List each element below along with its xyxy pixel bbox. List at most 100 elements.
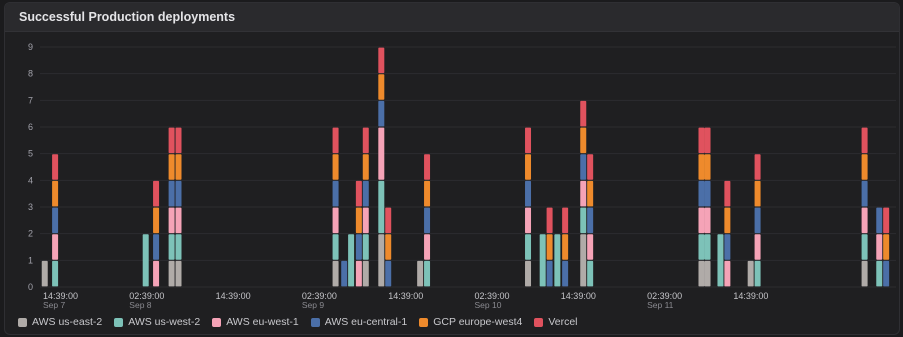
bar-segment[interactable] <box>153 234 160 260</box>
bar-segment[interactable] <box>378 234 385 287</box>
bar-segment[interactable] <box>580 100 587 127</box>
bar-segment[interactable] <box>175 234 182 260</box>
bar-segment[interactable] <box>861 207 868 234</box>
bar-segment[interactable] <box>332 207 339 234</box>
bar-segment[interactable] <box>362 207 369 234</box>
bar-segment[interactable] <box>861 154 868 180</box>
bar-segment[interactable] <box>378 47 385 74</box>
bar-segment[interactable] <box>168 207 175 234</box>
bar-segment[interactable] <box>424 207 431 234</box>
bar-segment[interactable] <box>546 260 553 287</box>
bar-segment[interactable] <box>362 234 369 260</box>
legend-item[interactable]: Vercel <box>534 316 578 328</box>
bar-segment[interactable] <box>332 234 339 260</box>
bar-segment[interactable] <box>52 180 59 207</box>
legend-item[interactable]: AWS eu-central-1 <box>310 316 407 328</box>
bar-segment[interactable] <box>698 154 705 180</box>
bar-segment[interactable] <box>861 260 868 287</box>
bar-segment[interactable] <box>175 154 182 180</box>
bar-segment[interactable] <box>525 154 532 180</box>
bar-segment[interactable] <box>754 260 761 287</box>
bar-segment[interactable] <box>698 260 705 287</box>
bar-segment[interactable] <box>332 260 339 287</box>
bar-segment[interactable] <box>580 207 587 234</box>
bar-segment[interactable] <box>378 74 385 100</box>
bar-segment[interactable] <box>704 180 711 207</box>
bar-segment[interactable] <box>525 260 532 287</box>
bar-segment[interactable] <box>876 260 883 287</box>
bar-segment[interactable] <box>554 234 561 287</box>
bar-segment[interactable] <box>562 207 569 234</box>
bar-segment[interactable] <box>378 100 385 127</box>
bar-segment[interactable] <box>168 154 175 180</box>
bar-segment[interactable] <box>562 234 569 260</box>
bar-segment[interactable] <box>587 207 594 234</box>
bar-segment[interactable] <box>41 260 48 287</box>
bar-segment[interactable] <box>704 234 711 260</box>
bar-segment[interactable] <box>704 127 711 154</box>
bar-segment[interactable] <box>355 234 362 260</box>
bar-segment[interactable] <box>525 234 532 260</box>
bar-segment[interactable] <box>175 127 182 154</box>
bar-segment[interactable] <box>175 207 182 234</box>
bar-segment[interactable] <box>175 260 182 287</box>
bar-segment[interactable] <box>580 180 587 207</box>
bar-segment[interactable] <box>704 260 711 287</box>
legend-item[interactable]: AWS us-east-2 <box>18 316 102 328</box>
bar-segment[interactable] <box>876 234 883 260</box>
bar-segment[interactable] <box>424 234 431 260</box>
bar-segment[interactable] <box>883 260 890 287</box>
bar-segment[interactable] <box>587 234 594 260</box>
bar-segment[interactable] <box>153 260 160 287</box>
bar-segment[interactable] <box>362 154 369 180</box>
bar-segment[interactable] <box>424 180 431 207</box>
bar-segment[interactable] <box>587 180 594 207</box>
bar-segment[interactable] <box>587 260 594 287</box>
bar-segment[interactable] <box>52 260 59 287</box>
bar-segment[interactable] <box>698 180 705 207</box>
bar-segment[interactable] <box>754 234 761 260</box>
bar-segment[interactable] <box>424 260 431 287</box>
bar-segment[interactable] <box>332 127 339 154</box>
bar-segment[interactable] <box>580 234 587 287</box>
bar-segment[interactable] <box>580 154 587 180</box>
bar-segment[interactable] <box>704 207 711 234</box>
bar-segment[interactable] <box>142 234 149 287</box>
bar-segment[interactable] <box>876 207 883 234</box>
bar-segment[interactable] <box>724 207 731 234</box>
bar-segment[interactable] <box>724 260 731 287</box>
bar-segment[interactable] <box>168 260 175 287</box>
bar-segment[interactable] <box>385 234 392 260</box>
bar-segment[interactable] <box>580 127 587 154</box>
bar-segment[interactable] <box>175 180 182 207</box>
bar-segment[interactable] <box>747 260 754 287</box>
bar-segment[interactable] <box>362 180 369 207</box>
bar-segment[interactable] <box>698 234 705 260</box>
bar-segment[interactable] <box>355 207 362 234</box>
bar-segment[interactable] <box>525 127 532 154</box>
legend-item[interactable]: AWS eu-west-1 <box>212 316 299 328</box>
bar-segment[interactable] <box>698 207 705 234</box>
bar-segment[interactable] <box>754 180 761 207</box>
bar-segment[interactable] <box>52 234 59 260</box>
bar-segment[interactable] <box>52 207 59 234</box>
bar-segment[interactable] <box>724 180 731 207</box>
legend-item[interactable]: GCP europe-west4 <box>419 316 522 328</box>
bar-segment[interactable] <box>546 207 553 234</box>
bar-segment[interactable] <box>546 234 553 260</box>
bar-segment[interactable] <box>168 180 175 207</box>
bar-segment[interactable] <box>539 234 546 287</box>
bar-segment[interactable] <box>378 127 385 180</box>
bar-segment[interactable] <box>355 260 362 287</box>
bar-segment[interactable] <box>385 207 392 234</box>
bar-segment[interactable] <box>52 154 59 180</box>
bar-segment[interactable] <box>417 260 424 287</box>
bar-segment[interactable] <box>525 180 532 207</box>
bar-segment[interactable] <box>153 180 160 207</box>
bar-segment[interactable] <box>724 234 731 260</box>
bar-segment[interactable] <box>362 260 369 287</box>
bar-segment[interactable] <box>698 127 705 154</box>
bar-segment[interactable] <box>168 127 175 154</box>
bar-segment[interactable] <box>587 154 594 180</box>
bar-segment[interactable] <box>562 260 569 287</box>
